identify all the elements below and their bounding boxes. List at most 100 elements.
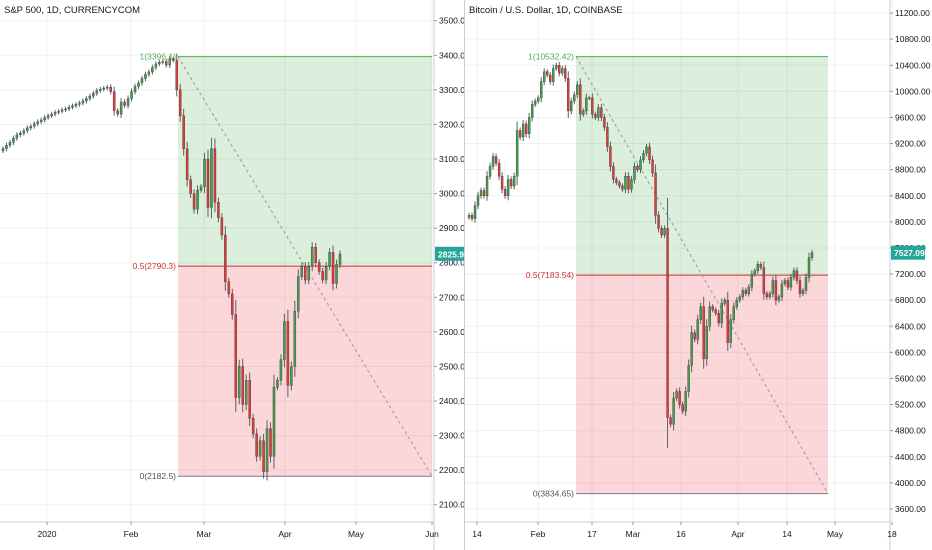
sp500-candle-body (85, 98, 88, 102)
btc-candle-body (618, 182, 621, 187)
btc-price-tick-label: 3600.00 (895, 504, 926, 514)
sp500-candle-body (338, 253, 342, 265)
sp500-chart-panel[interactable]: 1(3396.1) 0.5(2790.3) 0(2182.5) 2100.0 2200.… (0, 0, 464, 550)
sp500-candle-body (36, 121, 39, 124)
btc-candle-body (768, 293, 772, 298)
sp500-candle-body (50, 113, 53, 117)
btc-candle-body (720, 303, 723, 324)
btc-candle-body (624, 175, 627, 190)
sp500-candle-body (307, 265, 310, 281)
btc-candle-body (552, 68, 555, 82)
btc-price-tick-label: 10800.00 (895, 34, 931, 44)
btc-candle-body (606, 127, 609, 148)
btc-candle-body (609, 146, 612, 167)
btc-candle-body (537, 97, 540, 102)
btc-fib-bottom-label: 0(3834.65) (533, 489, 574, 499)
sp500-candle-body (39, 119, 43, 122)
sp500-candle-body (175, 59, 178, 91)
btc-time-tick-label: Apr (731, 529, 744, 539)
sp500-time-tick-label: 2020 (38, 529, 57, 539)
sp500-candle-body (262, 440, 265, 473)
sp500-candle-body (196, 189, 199, 210)
btc-candle-body (771, 280, 775, 294)
btc-candle-body (708, 306, 711, 327)
btc-candle-body (735, 299, 738, 307)
sp500-candle-body (310, 246, 314, 267)
sp500-candle-body (22, 130, 26, 134)
btc-candle-body (645, 146, 648, 154)
btc-price-tag (891, 245, 925, 260)
sp500-price-tick-label: 2300.0 (439, 431, 464, 441)
btc-candle-body (546, 71, 549, 76)
btc-candle-body (654, 172, 657, 216)
btc-candle-body (485, 175, 489, 196)
sp500-candle-body (168, 58, 172, 66)
btc-fib-lower-zone (576, 275, 828, 494)
sp500-candle-body (199, 186, 203, 191)
btc-candle-body (642, 153, 645, 161)
sp500-candle-body (276, 380, 279, 388)
sp500-candle-body (102, 87, 105, 90)
sp500-candle-body (244, 380, 248, 405)
sp500-price-tick-label: 3300.0 (439, 85, 464, 95)
sp500-candle-body (189, 179, 192, 194)
btc-time-tick-label: 14 (782, 529, 792, 539)
sp500-fib-trend-line (177, 56, 433, 477)
sp500-candle-body (258, 440, 262, 457)
sp500-candle-body (324, 265, 328, 281)
btc-candle-body (750, 273, 754, 288)
sp500-candle-body (33, 123, 36, 127)
btc-candle-body (702, 306, 705, 360)
sp500-candle-body (251, 418, 255, 435)
sp500-candle-body (29, 125, 33, 129)
sp500-candle-body (64, 108, 67, 111)
sp500-fib-bottom-label: 0(2182.5) (140, 471, 177, 481)
sp500-price-tick-label: 3500.0 (439, 16, 464, 26)
sp500-candle-body (57, 111, 60, 113)
sp500-candle-body (220, 217, 224, 236)
btc-candle-body (798, 280, 802, 294)
btc-candle-body (503, 189, 507, 196)
btc-candle-body (500, 175, 504, 190)
btc-candle-body (666, 228, 669, 418)
sp500-time-tick-label: Jun (425, 529, 439, 539)
sp500-candle-body (272, 386, 276, 457)
btc-candle-body (660, 228, 663, 236)
btc-candle-body (467, 215, 471, 218)
btc-price-tick-label: 8800.00 (895, 165, 926, 175)
btc-candle-body (759, 264, 763, 268)
btc-candle-body (597, 107, 600, 118)
btc-candle-body (807, 257, 811, 278)
sp500-candle-body (314, 246, 317, 263)
sp500-time-tick-label: May (348, 529, 365, 539)
sp500-candle-body (15, 134, 19, 139)
btc-price-tick-label: 10400.00 (895, 60, 931, 70)
btc-candle-body (663, 228, 666, 236)
btc-candle-body (765, 293, 769, 298)
btc-candle-body (744, 290, 748, 294)
btc-candle-body (774, 280, 778, 301)
btc-candle-body (594, 113, 597, 118)
btc-candle-body (675, 391, 678, 399)
sp500-candle-body (109, 86, 112, 92)
btc-candle-body (672, 397, 675, 425)
sp500-candle-body (112, 91, 116, 111)
btc-chart[interactable]: 1(10532.42) 0.5(7183.54) 0(3834.65) 3600.00… (465, 0, 932, 550)
btc-candle-body (747, 286, 751, 294)
sp500-candle-body (19, 132, 22, 136)
sp500-fib-mid-label: 0.5(2790.3) (133, 261, 177, 271)
btc-candle-body (756, 264, 760, 271)
btc-candle-body (479, 190, 483, 196)
sp500-chart[interactable]: 1(3396.1) 0.5(2790.3) 0(2182.5) 2100.0 2200.… (0, 0, 464, 550)
btc-candle-body (726, 299, 729, 343)
sp500-price-tick-label: 3400.0 (439, 50, 464, 60)
btc-candle-body (573, 94, 576, 102)
btc-price-tick-label: 9200.00 (895, 139, 926, 149)
btc-fib-top-label: 1(10532.42) (528, 52, 574, 62)
btc-candle-body (482, 190, 486, 196)
btc-chart-panel[interactable]: 1(10532.42) 0.5(7183.54) 0(3834.65) 3600.00… (465, 0, 932, 550)
sp500-candle-body (88, 95, 92, 99)
sp500-candle-body (95, 90, 99, 94)
btc-candle-body (600, 107, 603, 118)
sp500-candle-body (293, 310, 297, 367)
